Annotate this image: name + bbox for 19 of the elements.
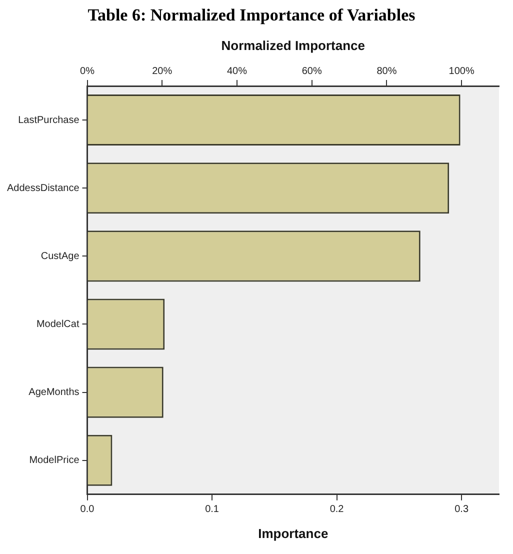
x2-tick-label: 20% <box>152 66 172 77</box>
x2-axis-title: Normalized Importance <box>221 38 366 53</box>
y-tick-label: CustAge <box>40 250 80 262</box>
y-tick-label: AgeMonths <box>28 387 80 398</box>
x2-tick-label: 40% <box>226 66 248 77</box>
y-tick-label: AddessDistance <box>6 182 80 194</box>
x-tick-label: 0.2 <box>330 504 344 516</box>
x-tick-label: 0.3 <box>454 504 469 516</box>
y-tick-label: LastPurchase <box>18 114 80 126</box>
x2-tick-label: 0% <box>80 66 95 77</box>
x-axis-title: Importance <box>258 526 328 541</box>
y-tick-label: ModelCat <box>36 318 80 330</box>
x2-tick-label: 100% <box>448 66 474 77</box>
y-tick-label: ModelPrice <box>29 455 80 466</box>
x-tick-label: 0.1 <box>205 504 220 516</box>
x2-tick-label: 60% <box>302 66 322 77</box>
chart-title: Table 6: Normalized Importance of Variables <box>88 6 416 25</box>
x-tick-label: 0.0 <box>80 504 95 516</box>
x2-tick-label: 80% <box>376 66 397 77</box>
